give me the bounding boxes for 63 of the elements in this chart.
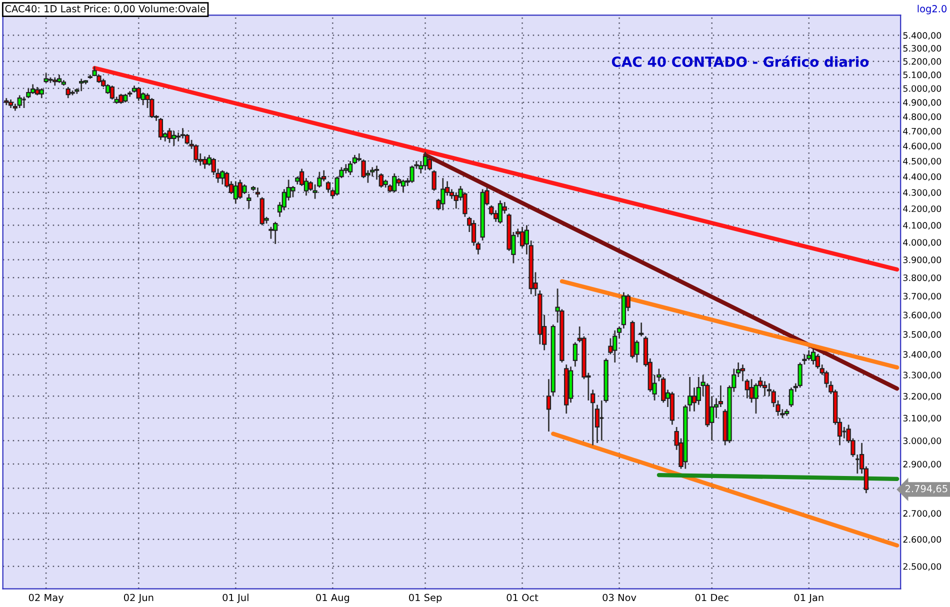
y-tick-label: 5.400,00 (903, 32, 942, 40)
y-tick-label: 2.500,00 (903, 563, 942, 571)
y-tick-label: 4.900,00 (903, 99, 942, 107)
y-tick-label: 2.600,00 (903, 536, 942, 544)
candlestick (255, 186, 260, 198)
candlestick (158, 117, 164, 141)
y-tick-label: 4.500,00 (903, 158, 942, 166)
candlestick (400, 178, 406, 194)
x-tick-label: 01 Dec (695, 594, 728, 602)
y-tick-label: 4.300,00 (903, 189, 942, 197)
y-tick-label: 3.500,00 (903, 331, 942, 339)
candlestick (810, 348, 816, 366)
text: CAC 40 CONTADO - Gráfico diario (612, 56, 869, 67)
y-tick-label: 4.000,00 (903, 239, 942, 247)
x-tick-label: 01 Oct (506, 594, 538, 602)
y-tick-label: 3.800,00 (903, 274, 942, 282)
candlestick (110, 84, 115, 100)
y-tick-label: 3.100,00 (903, 414, 942, 422)
text: log2.0 (918, 4, 947, 14)
y-tick-label: 4.700,00 (903, 128, 942, 136)
candlestick (242, 184, 247, 195)
candlestick (268, 226, 274, 240)
candlestick (572, 342, 578, 368)
y-tick-label: 4.800,00 (903, 113, 942, 121)
text: 2.794,65 (905, 484, 948, 494)
candlestick (17, 94, 22, 109)
text: CAC40: 1D Last Price: 0,00 Volume:Ovale (5, 4, 206, 14)
y-tick-label: 3.700,00 (903, 292, 942, 300)
x-tick-label: 01 Jul (222, 594, 248, 603)
candlestick (788, 386, 794, 408)
candlestick (498, 200, 503, 224)
y-tick-label: 4.600,00 (903, 142, 942, 150)
y-tick-label: 4.200,00 (903, 205, 942, 213)
x-tick-label: 01 Jan (794, 594, 824, 603)
y-tick-label: 2.900,00 (903, 460, 942, 468)
y-tick-label: 3.200,00 (903, 392, 942, 400)
x-tick-label: 03 Nov (602, 594, 636, 602)
y-tick-label: 5.100,00 (903, 72, 942, 80)
x-tick-label: 02 May (28, 594, 64, 604)
candlestick (639, 322, 644, 338)
x-tick-label: 01 Aug (316, 594, 350, 604)
candlestick (202, 156, 208, 170)
candlestick (39, 88, 44, 99)
y-tick-label: 3.000,00 (903, 437, 942, 445)
candlestick (194, 144, 198, 164)
y-tick-label: 5.200,00 (903, 58, 942, 66)
candlestick (246, 193, 252, 210)
candlestick (762, 380, 768, 397)
y-tick-label: 3.400,00 (903, 351, 942, 359)
y-tick-label: 3.600,00 (903, 312, 942, 320)
y-tick-label: 3.900,00 (903, 256, 942, 264)
x-tick-label: 01 Sep (409, 594, 442, 604)
y-tick-label: 3.300,00 (903, 372, 942, 380)
y-tick-label: 5.300,00 (903, 45, 942, 53)
candlestick (422, 151, 428, 171)
candlestick (290, 185, 296, 198)
candlestick (842, 426, 847, 440)
y-tick-label: 4.100,00 (903, 222, 942, 230)
y-tick-label: 5.000,00 (903, 85, 942, 93)
candlestick (432, 170, 436, 192)
y-tick-label: 4.400,00 (903, 173, 942, 181)
y-tick-label: 2.700,00 (903, 510, 942, 518)
x-tick-label: 02 Jun (124, 594, 154, 603)
